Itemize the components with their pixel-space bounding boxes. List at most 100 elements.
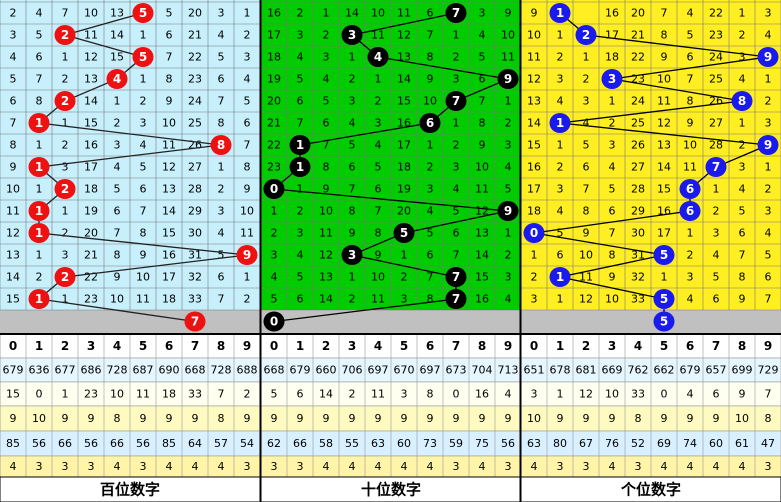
cell-value: 14 [6,271,20,284]
number-ball [341,245,363,265]
stat-value: 670 [394,364,415,377]
cell-value: 3 [765,7,772,20]
cell-value: 4 [349,117,356,130]
ball-number: 5 [400,226,408,240]
number-ball [549,113,571,133]
stat-value: 63 [527,437,541,450]
cell-value: 16 [527,161,541,174]
stat-value: 18 [162,388,176,401]
cell-value: 2 [557,51,564,64]
ball-number: 6 [686,182,694,196]
stat-value: 11 [371,388,385,401]
cell-value: 30 [631,227,645,240]
digit-header: 6 [426,339,434,353]
stat-value: 9 [401,412,408,425]
cell-value: 11 [6,205,20,218]
cell-value: 7 [427,29,434,42]
cell-value: 5 [479,51,486,64]
cell-value: 2 [687,249,694,262]
cell-value: 7 [140,205,147,218]
cell-value: 4 [557,205,564,218]
stat-value: 728 [211,364,232,377]
cell-value: 6 [557,249,564,262]
cell-value: 32 [631,271,645,284]
cell-value: 1 [505,227,512,240]
cell-value: 14 [345,7,359,20]
ball-number: 2 [61,182,69,196]
cell-value: 4 [765,29,772,42]
cell-value: 31 [188,249,202,262]
cell-value: 18 [397,161,411,174]
stat-value: 3 [765,460,772,473]
digit-header: 9 [764,339,772,353]
number-ball [653,311,675,332]
cell-value: 7 [453,249,460,262]
digit-header: 2 [322,339,330,353]
stat-value: 0 [453,388,460,401]
digit-header: 8 [738,339,746,353]
cell-value: 4 [739,73,746,86]
cell-value: 6 [36,51,43,64]
cell-value: 13 [319,271,333,284]
number-ball [289,135,311,155]
stat-value: 8 [765,412,772,425]
stat-value: 59 [449,437,463,450]
cell-value: 3 [557,73,564,86]
cell-value: 10 [84,7,98,20]
cell-value: 7 [323,139,330,152]
cell-value: 7 [427,271,434,284]
cell-value: 4 [505,161,512,174]
stat-value: 56 [84,437,98,450]
stat-value: 662 [654,364,675,377]
stat-value: 4 [739,460,746,473]
cell-value: 2 [297,7,304,20]
cell-value: 7 [583,183,590,196]
cell-value: 12 [319,249,333,262]
cell-value: 18 [527,205,541,218]
number-ball [54,25,76,45]
cell-value: 1 [557,29,564,42]
cell-value: 26 [631,139,645,152]
cell-value: 13 [162,183,176,196]
stat-value: 9 [244,412,251,425]
cell-value: 33 [188,293,202,306]
cell-value: 22 [267,139,281,152]
cell-value: 5 [557,227,564,240]
stat-value: 3 [635,460,642,473]
cell-value: 13 [110,7,124,20]
cell-value: 3 [687,271,694,284]
cell-value: 5 [297,271,304,284]
cell-value: 18 [267,51,281,64]
cell-value: 5 [140,161,147,174]
stat-value: 4 [114,460,121,473]
number-ball [106,69,128,89]
stat-value: 673 [446,364,467,377]
cell-value: 15 [6,293,20,306]
stat-value: 8 [114,412,121,425]
stat-value: 699 [732,364,753,377]
digit-header: 3 [608,339,616,353]
cell-value: 5 [765,249,772,262]
cell-value: 12 [6,227,20,240]
number-ball [445,267,467,287]
cell-value: 6 [166,29,173,42]
cell-value: 11 [84,29,98,42]
cell-value: 2 [739,29,746,42]
number-ball [549,267,571,287]
cell-value: 2 [713,205,720,218]
cell-value: 3 [505,139,512,152]
stat-value: 687 [133,364,154,377]
ball-number: 5 [139,6,147,20]
digit-header: 1 [556,339,564,353]
cell-value: 2 [62,227,69,240]
stat-value: 76 [605,437,619,450]
cell-value: 4 [114,161,121,174]
cell-value: 4 [713,249,720,262]
cell-value: 4 [583,117,590,130]
digit-header: 3 [87,339,95,353]
cell-value: 10 [6,183,20,196]
cell-value: 7 [375,205,382,218]
cell-value: 8 [739,271,746,284]
cell-value: 17 [267,29,281,42]
cell-value: 11 [371,293,385,306]
